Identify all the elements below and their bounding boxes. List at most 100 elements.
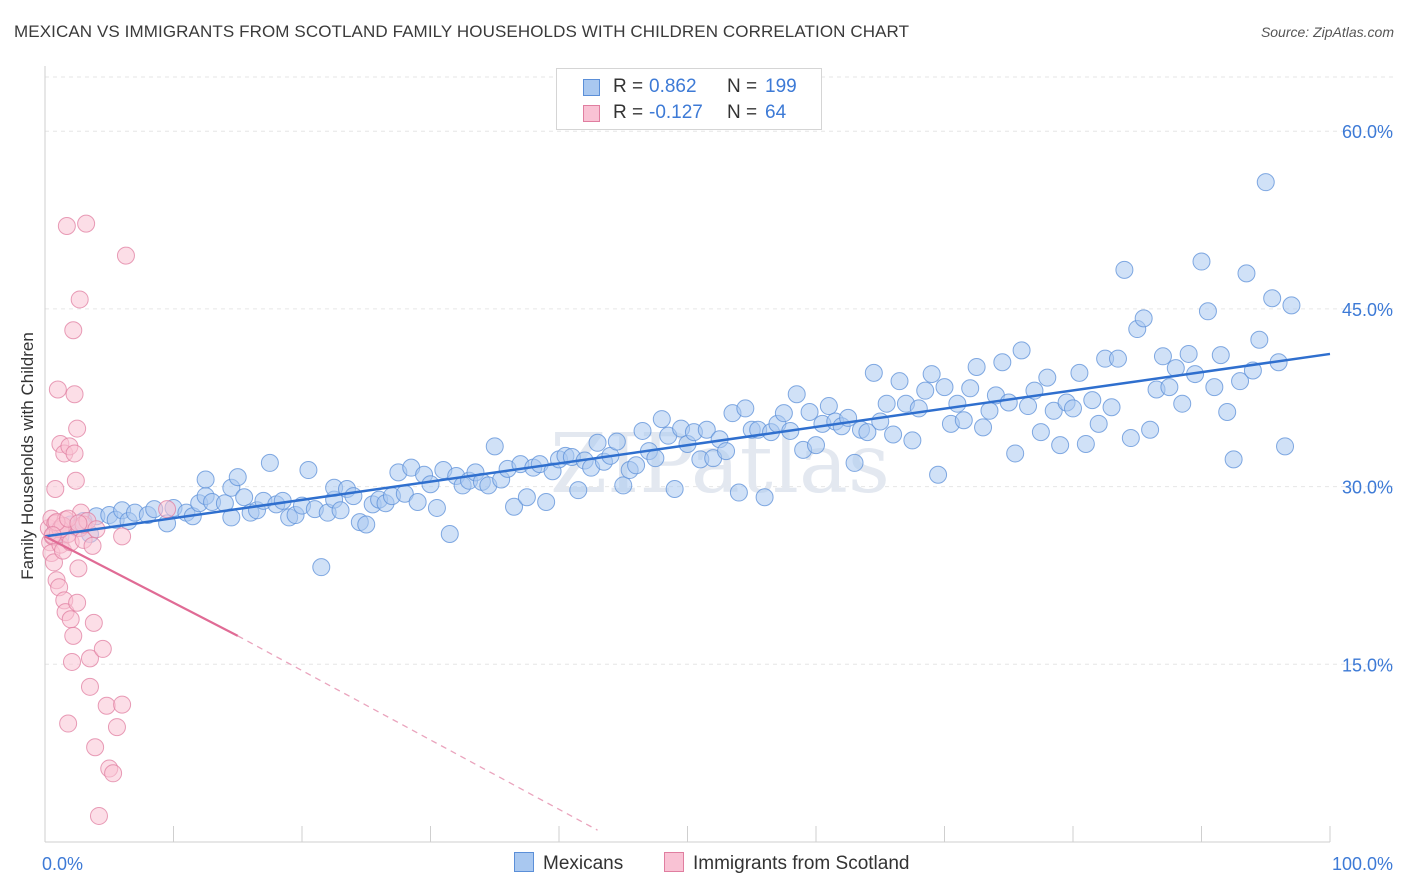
point-mexicans (916, 381, 935, 400)
point-mexicans (903, 431, 922, 450)
point-scotland (68, 419, 87, 438)
point-scotland (113, 527, 132, 546)
point-mexicans (665, 479, 684, 498)
point-mexicans (1102, 398, 1121, 417)
legend-item-scotland[interactable]: Immigrants from Scotland (664, 852, 909, 875)
point-mexicans (260, 453, 279, 472)
chart-title: MEXICAN VS IMMIGRANTS FROM SCOTLAND FAMI… (14, 22, 910, 41)
point-mexicans (729, 483, 748, 502)
point-mexicans (235, 488, 254, 507)
point-mexicans (884, 425, 903, 444)
point-mexicans (1192, 252, 1211, 271)
point-scotland (104, 764, 123, 783)
point-mexicans (1012, 341, 1031, 360)
r-value: 0.862 (649, 76, 697, 97)
point-mexicans (845, 453, 864, 472)
point-mexicans (1218, 402, 1237, 421)
y-axis-title: Family Households with Children (18, 332, 37, 580)
legend-label: Mexicans (543, 853, 624, 874)
point-mexicans (1064, 399, 1082, 418)
point-mexicans (1153, 347, 1172, 366)
trend-line-scotland (44, 535, 239, 637)
point-scotland (80, 677, 99, 696)
point-mexicans (1076, 434, 1095, 453)
n-value: 64 (765, 102, 787, 123)
point-mexicans (537, 493, 556, 512)
stats-row-scotland: R = -0.127 N = 64 (557, 99, 821, 127)
source-label: Source: ZipAtlas.com (1260, 24, 1394, 40)
legend-swatch-scotland (664, 852, 684, 872)
point-mexicans (1160, 378, 1179, 397)
point-scotland (59, 714, 78, 733)
point-mexicans (864, 363, 883, 382)
point-mexicans (1263, 289, 1282, 308)
y-tick-label: 45.0% (1342, 300, 1393, 320)
point-mexicans (485, 437, 504, 456)
point-mexicans (1211, 346, 1230, 365)
point-mexicans (755, 488, 774, 507)
n-value: 199 (765, 76, 797, 97)
point-scotland (68, 593, 87, 612)
point-scotland (83, 536, 102, 555)
point-scotland (77, 214, 96, 233)
point-scotland (57, 217, 76, 235)
point-mexicans (517, 488, 536, 507)
point-scotland (64, 626, 83, 645)
point-scotland (93, 639, 112, 658)
point-scotland (86, 738, 105, 757)
legend-item-mexicans[interactable]: Mexicans (514, 852, 623, 875)
point-mexicans (344, 487, 363, 506)
point-mexicans (1250, 330, 1269, 349)
tick-labels: 15.0% 30.0% 45.0% 60.0% 0.0% 100.0% (42, 122, 1393, 874)
point-mexicans (228, 468, 247, 487)
point-mexicans (948, 394, 967, 413)
point-scotland (113, 695, 132, 714)
y-tick-label: 60.0% (1342, 122, 1393, 142)
y-tick-label: 30.0% (1342, 478, 1393, 498)
point-mexicans (646, 449, 665, 468)
legend-swatch-mexicans (514, 852, 534, 872)
point-mexicans (633, 421, 652, 440)
point-mexicans (961, 379, 980, 398)
point-mexicans (1231, 372, 1250, 391)
n-label: N = (727, 102, 758, 123)
point-mexicans (980, 401, 999, 420)
point-mexicans (588, 433, 607, 452)
point-mexicans (1089, 414, 1108, 433)
point-mexicans (196, 470, 215, 489)
point-scotland (46, 479, 65, 498)
point-mexicans (922, 365, 941, 384)
trend-line-mexicans (44, 352, 1331, 538)
point-mexicans (1115, 260, 1134, 279)
point-mexicans (312, 558, 331, 577)
series-scotland (39, 214, 177, 825)
point-mexicans (787, 385, 806, 404)
point-mexicans (736, 399, 755, 418)
point-scotland (80, 649, 99, 668)
point-mexicans (1282, 296, 1301, 315)
point-mexicans (1256, 173, 1275, 192)
point-mexicans (819, 397, 838, 416)
point-mexicans (1083, 391, 1102, 410)
point-mexicans (1031, 423, 1050, 442)
point-mexicans (331, 501, 350, 520)
series-mexicans (46, 173, 1301, 577)
point-mexicans (1070, 363, 1089, 382)
point-mexicans (807, 436, 825, 455)
point-scotland (97, 696, 116, 715)
point-mexicans (1051, 436, 1070, 455)
point-mexicans (974, 418, 993, 437)
point-mexicans (652, 410, 671, 429)
point-scotland (107, 718, 126, 737)
point-mexicans (877, 394, 896, 413)
point-mexicans (1006, 444, 1025, 463)
x-tick-label: 0.0% (42, 854, 83, 874)
point-scotland (70, 290, 89, 309)
point-mexicans (935, 378, 954, 397)
point-scotland (64, 321, 83, 340)
point-scotland (69, 559, 88, 578)
point-mexicans (858, 423, 877, 442)
point-mexicans (697, 420, 716, 439)
point-mexicans (627, 456, 646, 475)
point-mexicans (1224, 450, 1243, 469)
